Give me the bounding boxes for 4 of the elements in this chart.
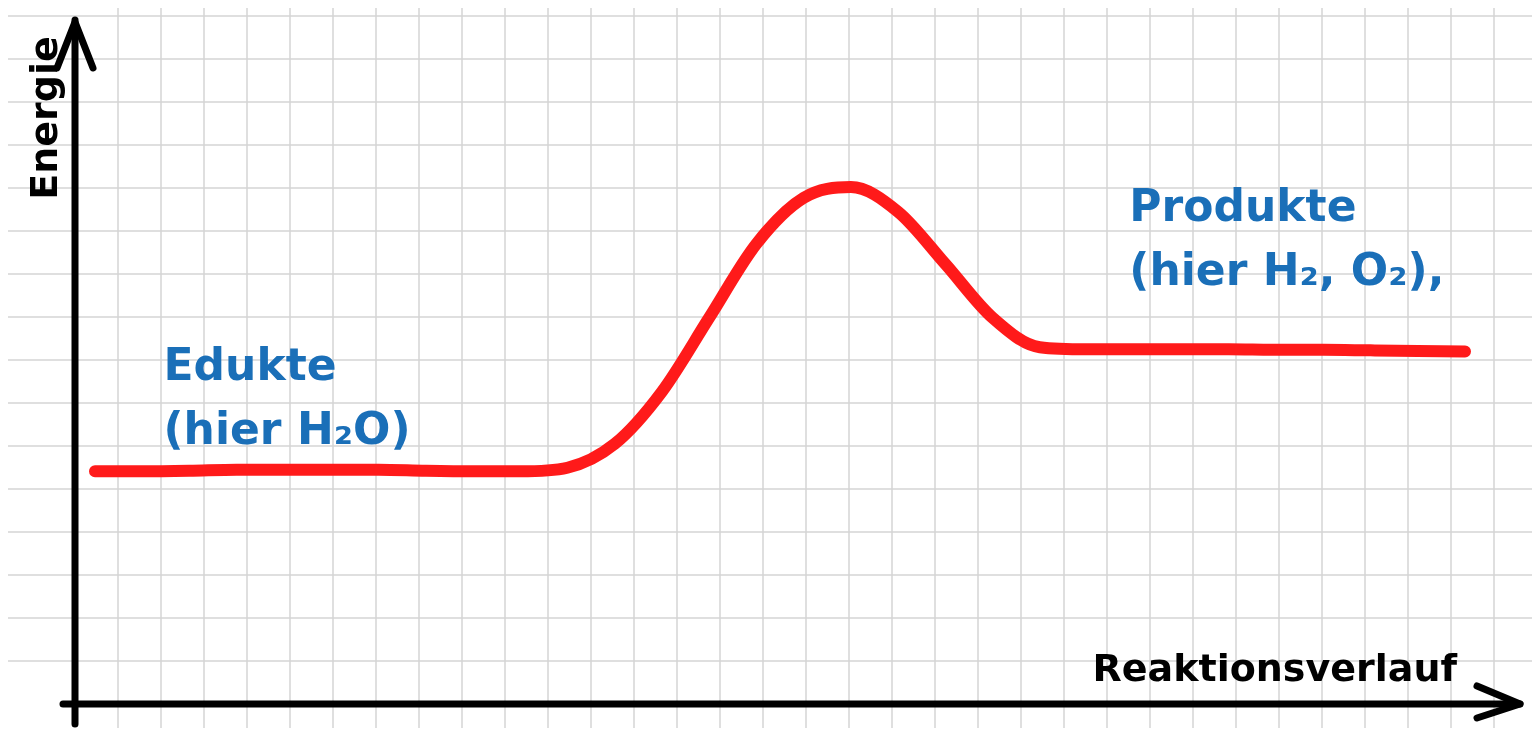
annotation: Produkte (hier H₂, O₂), — [1129, 180, 1445, 296]
x-axis-title: Reaktionsverlauf — [1092, 645, 1458, 690]
y-axis-title: Energie — [21, 36, 66, 200]
annotation: Edukte (hier H₂O) — [163, 338, 411, 454]
